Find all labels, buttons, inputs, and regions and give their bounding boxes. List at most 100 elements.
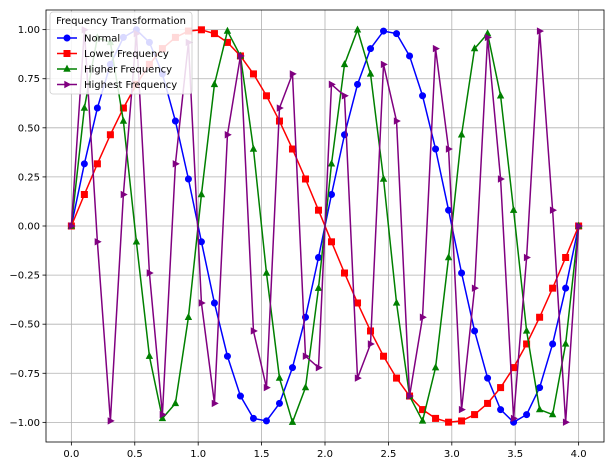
data-point xyxy=(431,363,440,371)
legend-label: Highest Frequency xyxy=(84,80,177,91)
data-point xyxy=(249,144,258,152)
legend-title: Frequency Transformation xyxy=(56,16,186,27)
data-point xyxy=(484,399,492,407)
data-point xyxy=(484,374,492,382)
data-point xyxy=(171,117,179,125)
legend-label: Higher Frequency xyxy=(84,65,172,76)
data-point xyxy=(223,352,231,360)
y-tick-label: 0.25 xyxy=(18,172,40,183)
data-point xyxy=(549,340,557,348)
data-point xyxy=(496,91,505,99)
data-point xyxy=(63,34,71,42)
data-point xyxy=(224,131,232,139)
data-point xyxy=(119,104,127,112)
data-point xyxy=(210,80,219,88)
data-point xyxy=(393,30,401,38)
data-point xyxy=(522,326,531,334)
data-point xyxy=(159,410,167,419)
data-point xyxy=(328,238,336,246)
data-point xyxy=(80,103,89,111)
data-point xyxy=(314,206,322,214)
data-point xyxy=(392,298,401,306)
data-point xyxy=(367,340,375,348)
data-point xyxy=(471,327,479,335)
data-point xyxy=(536,27,544,35)
axes: 0.0 0.5 1.0 1.5 2.0 2.5 3.0 3.5 4.0 −1.00 −0.75 −0.… xyxy=(9,25,586,460)
x-tick-label: 0.0 xyxy=(63,449,79,460)
data-point xyxy=(132,237,141,245)
data-point xyxy=(444,253,453,261)
data-point xyxy=(237,52,245,60)
data-point xyxy=(184,312,193,320)
data-point xyxy=(562,253,570,261)
data-point xyxy=(120,190,128,199)
data-point xyxy=(301,383,310,391)
data-point xyxy=(484,33,492,42)
data-point xyxy=(93,104,101,112)
data-point xyxy=(380,352,388,360)
legend-box xyxy=(49,11,193,95)
data-point xyxy=(419,92,427,100)
data-point xyxy=(393,117,401,125)
data-point xyxy=(145,351,154,359)
data-point xyxy=(419,313,427,321)
data-point xyxy=(288,364,296,372)
legend-label: Normal xyxy=(84,34,120,45)
data-point xyxy=(406,52,414,60)
data-point xyxy=(301,175,309,183)
data-point xyxy=(236,392,244,400)
data-point xyxy=(68,222,76,230)
x-tick-label: 2.0 xyxy=(317,449,333,460)
data-point xyxy=(549,284,557,292)
data-point xyxy=(497,175,505,183)
data-point xyxy=(328,80,336,89)
data-point xyxy=(64,80,72,89)
data-point xyxy=(262,417,270,425)
data-point xyxy=(380,27,388,35)
data-point xyxy=(184,175,192,183)
data-point xyxy=(327,159,336,167)
data-point xyxy=(523,340,531,348)
x-tick-label: 3.5 xyxy=(507,449,523,460)
x-tick-label: 3.0 xyxy=(444,449,460,460)
data-point xyxy=(406,392,414,400)
data-point xyxy=(354,374,362,382)
data-point xyxy=(197,190,206,198)
data-point xyxy=(471,411,479,419)
data-point xyxy=(341,269,349,277)
data-point xyxy=(548,410,557,418)
data-point xyxy=(198,299,206,307)
data-point xyxy=(211,399,219,408)
data-point xyxy=(63,64,71,72)
x-tick-label: 4.0 xyxy=(571,449,587,460)
y-tick-label: 1.00 xyxy=(18,25,40,36)
data-point xyxy=(223,26,232,34)
data-point xyxy=(275,373,284,381)
data-point xyxy=(457,130,466,138)
data-point xyxy=(146,269,154,277)
data-point xyxy=(549,206,557,214)
legend-item: Highest Frequency xyxy=(57,80,177,91)
data-point xyxy=(380,60,388,69)
data-point xyxy=(94,238,102,246)
data-point xyxy=(210,30,218,38)
data-point xyxy=(289,70,297,78)
data-point xyxy=(497,384,505,392)
data-point xyxy=(536,313,544,321)
data-point xyxy=(575,222,583,230)
data-point xyxy=(523,411,531,419)
data-point xyxy=(262,92,270,100)
data-point xyxy=(353,25,362,33)
legend-label: Lower Frequency xyxy=(84,49,169,60)
data-point xyxy=(107,417,115,425)
data-point xyxy=(432,145,440,153)
data-point xyxy=(562,418,570,426)
data-point xyxy=(288,417,297,425)
data-point xyxy=(561,339,570,347)
data-point xyxy=(63,49,71,57)
legend-item: Higher Frequency xyxy=(57,65,172,76)
data-point xyxy=(249,414,257,422)
data-point xyxy=(445,145,453,153)
y-tick-label: −0.75 xyxy=(9,369,40,380)
